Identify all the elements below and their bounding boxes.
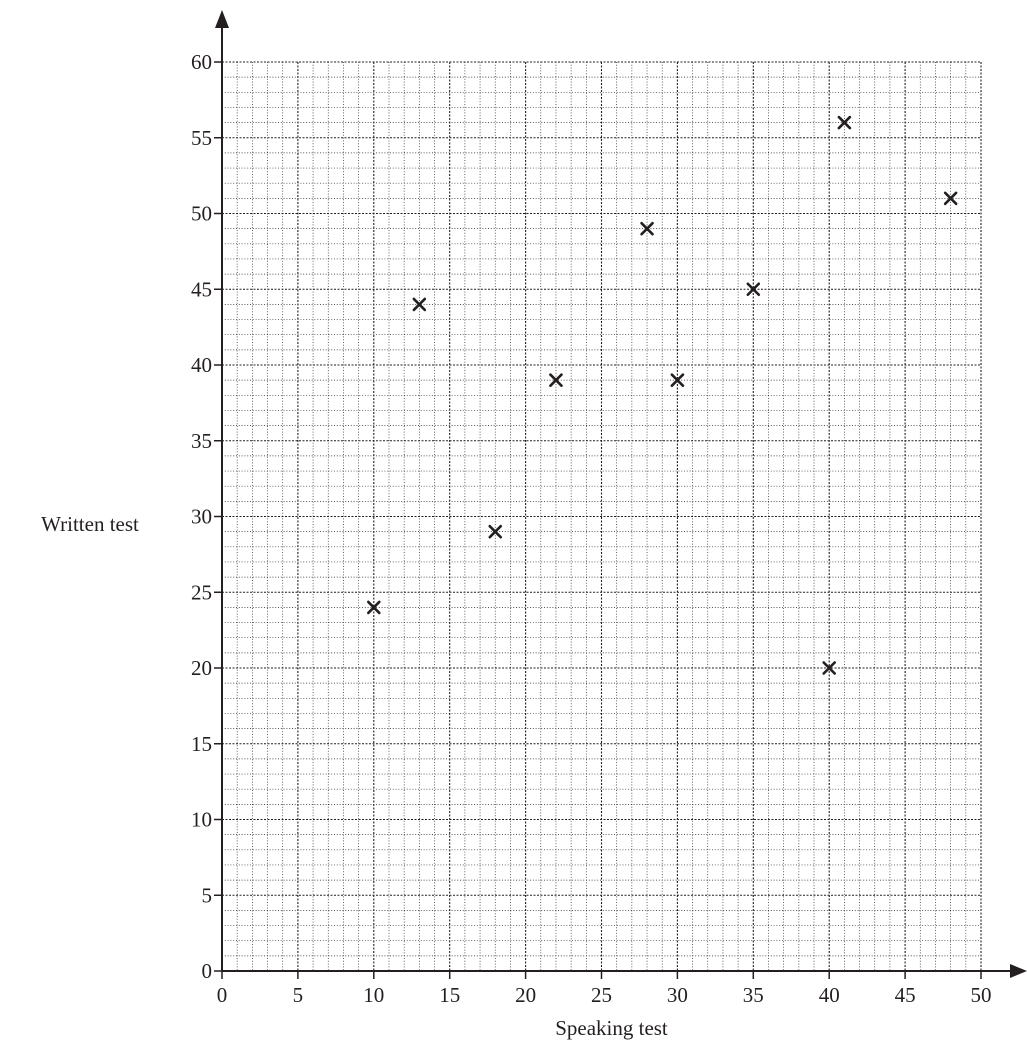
y-tick-label: 10 xyxy=(191,808,212,832)
y-tick-label: 60 xyxy=(191,50,212,74)
x-tick-label: 10 xyxy=(363,983,384,1007)
data-points xyxy=(366,115,958,675)
y-tick-label: 30 xyxy=(191,505,212,529)
x-tick-label: 50 xyxy=(971,983,992,1007)
x-tick-label: 5 xyxy=(293,983,304,1007)
y-tick-label: 5 xyxy=(202,883,213,907)
x-tick-label: 35 xyxy=(743,983,764,1007)
chart-grid xyxy=(221,61,982,972)
data-point-cross xyxy=(822,661,837,675)
data-point-cross xyxy=(640,221,654,236)
data-point-cross xyxy=(837,115,852,130)
data-point-cross xyxy=(943,191,958,206)
y-axis-label: Written test xyxy=(41,512,139,536)
x-tick-label: 0 xyxy=(217,983,228,1007)
y-tick-label: 35 xyxy=(191,429,212,453)
x-axis-label: Speaking test xyxy=(555,1016,668,1040)
data-point-cross xyxy=(549,373,563,387)
data-point-cross xyxy=(412,297,427,312)
x-tick-label: 45 xyxy=(895,983,916,1007)
x-tick-label: 30 xyxy=(667,983,688,1007)
x-axis-arrow-icon xyxy=(1010,964,1027,978)
y-tick-label: 40 xyxy=(191,353,212,377)
data-point-cross xyxy=(670,373,685,387)
x-tick-label: 40 xyxy=(819,983,840,1007)
y-axis-arrow-icon xyxy=(215,10,229,28)
y-tick-label: 50 xyxy=(191,202,212,226)
y-tick-label: 45 xyxy=(191,277,212,301)
data-point-cross xyxy=(366,600,381,615)
y-tick-label: 20 xyxy=(191,656,212,680)
x-tick-label: 20 xyxy=(515,983,536,1007)
chart-axes xyxy=(214,10,1027,979)
data-point-cross xyxy=(488,524,503,539)
y-tick-label: 15 xyxy=(191,732,212,756)
x-tick-label: 15 xyxy=(439,983,460,1007)
tick-labels: 0 5 10 15 20 25 30 35 40 45 50 0 5 10 15 20 25 30 35 40 45 50… xyxy=(191,50,992,1007)
y-tick-label: 55 xyxy=(191,126,212,150)
data-point-cross xyxy=(746,282,761,297)
y-tick-label: 0 xyxy=(202,959,213,983)
y-tick-label: 25 xyxy=(191,580,212,604)
x-tick-label: 25 xyxy=(591,983,612,1007)
